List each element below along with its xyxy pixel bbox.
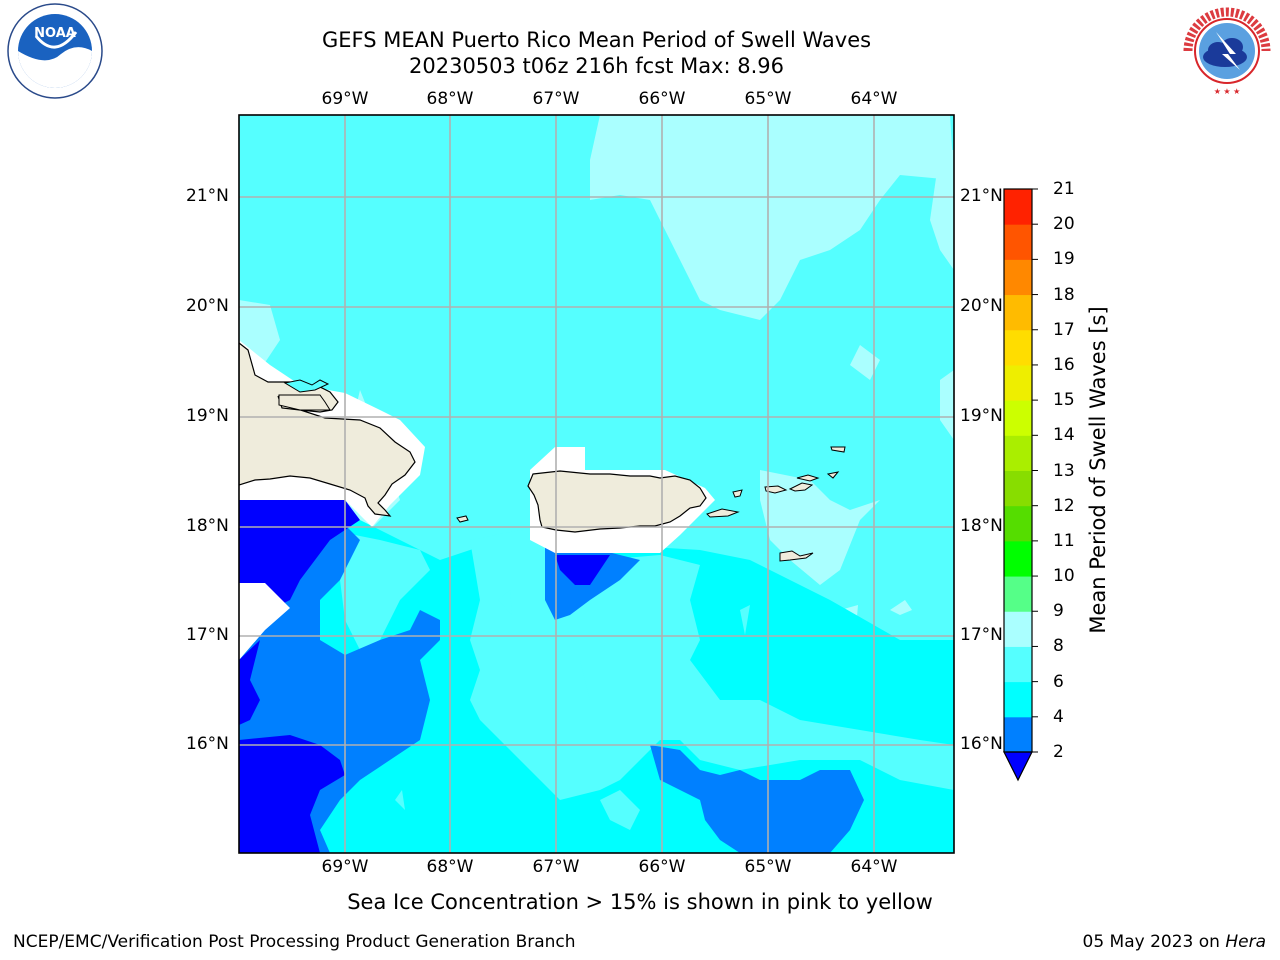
- colorbar-bin: [1004, 611, 1032, 647]
- colorbar-tick-label: 13: [1053, 460, 1075, 481]
- nws-logo: ★ ★ ★: [1181, 5, 1273, 97]
- lon-label-top: 67°W: [532, 89, 580, 109]
- lon-label-top: 69°W: [321, 89, 369, 109]
- colorbar-bin: [1004, 505, 1032, 542]
- colorbar-bin: [1004, 364, 1032, 401]
- colorbar-bin: [1004, 716, 1032, 753]
- footer-date: 05 May 2023 on Hera: [1083, 932, 1267, 952]
- colorbar-bin: [1004, 540, 1032, 577]
- colorbar-bin: [1004, 646, 1032, 683]
- colorbar-tick-label: 11: [1053, 530, 1075, 551]
- lon-label-top: 64°W: [850, 89, 898, 109]
- lon-label-bottom: 64°W: [850, 857, 898, 877]
- colorbar-tick-label: 17: [1053, 319, 1075, 340]
- colorbar-tick-label: 9: [1053, 601, 1064, 622]
- noaa-logo: NOAA: [7, 3, 103, 99]
- lat-label-left: 17°N: [186, 625, 229, 645]
- lat-label-right: 19°N: [960, 406, 1003, 426]
- colorbar-bin: [1004, 259, 1032, 296]
- lon-label-top: 66°W: [638, 89, 686, 109]
- lat-label-right: 16°N: [960, 734, 1003, 754]
- lon-label-bottom: 67°W: [532, 857, 580, 877]
- lon-label-bottom: 68°W: [426, 857, 474, 877]
- lat-label-left: 21°N: [186, 186, 229, 206]
- colorbar-tick-label: 14: [1053, 425, 1075, 446]
- colorbar-bin: [1004, 294, 1032, 331]
- lat-label-right: 18°N: [960, 516, 1003, 536]
- colorbar-bin: [1004, 470, 1032, 507]
- colorbar-bin: [1004, 576, 1032, 612]
- swell-period-field: [239, 115, 954, 853]
- colorbar: [1003, 188, 1038, 782]
- lat-label-left: 19°N: [186, 406, 229, 426]
- svg-text:★ ★ ★: ★ ★ ★: [1214, 87, 1241, 96]
- colorbar-tick-label: 10: [1053, 566, 1075, 587]
- lon-label-top: 68°W: [426, 89, 474, 109]
- lat-label-right: 17°N: [960, 625, 1003, 645]
- colorbar-title: Mean Period of Swell Waves [s]: [1086, 306, 1110, 634]
- lat-label-right: 20°N: [960, 296, 1003, 316]
- colorbar-bin: [1004, 189, 1032, 225]
- lat-label-left: 18°N: [186, 516, 229, 536]
- chart-subtitle: 20230503 t06z 216h fcst Max: 8.96: [409, 54, 784, 78]
- footer-date-text: 05 May 2023 on: [1082, 932, 1226, 952]
- colorbar-tick-label: 21: [1053, 179, 1075, 199]
- lon-label-bottom: 65°W: [744, 857, 792, 877]
- colorbar-tick-label: 18: [1053, 284, 1075, 305]
- footer-host: Hera: [1225, 932, 1266, 952]
- noaa-logo-text: NOAA: [34, 26, 76, 41]
- colorbar-extend-arrow: [1003, 751, 1033, 782]
- colorbar-bin: [1004, 681, 1032, 718]
- colorbar-bin: [1004, 400, 1032, 436]
- lon-label-top: 65°W: [744, 89, 792, 109]
- graticule: [239, 115, 954, 853]
- lat-label-left: 16°N: [186, 734, 229, 754]
- colorbar-tick-label: 15: [1053, 390, 1075, 411]
- footer-credit: NCEP/EMC/Verification Post Processing Pr…: [13, 932, 576, 952]
- colorbar-tick-label: 20: [1053, 214, 1075, 235]
- colorbar-tick-label: 12: [1053, 495, 1075, 516]
- map-frame: [238, 114, 955, 854]
- colorbar-tick-label: 19: [1053, 249, 1075, 270]
- colorbar-tick-label: 6: [1053, 671, 1064, 692]
- colorbar-tick-label: 4: [1053, 706, 1064, 727]
- colorbar-tick-label: 2: [1053, 742, 1064, 762]
- colorbar-bin: [1004, 329, 1032, 366]
- chart-title: GEFS MEAN Puerto Rico Mean Period of Swe…: [321, 28, 872, 52]
- lon-label-bottom: 66°W: [638, 857, 686, 877]
- colorbar-tick-label: 8: [1053, 636, 1064, 657]
- lat-label-left: 20°N: [186, 296, 229, 316]
- colorbar-tick-label: 16: [1053, 354, 1075, 375]
- lat-label-right: 21°N: [960, 186, 1003, 206]
- lon-label-bottom: 69°W: [321, 857, 369, 877]
- sea-ice-note: Sea Ice Concentration > 15% is shown in …: [347, 890, 933, 914]
- colorbar-bin: [1004, 435, 1032, 471]
- colorbar-bin: [1004, 224, 1032, 260]
